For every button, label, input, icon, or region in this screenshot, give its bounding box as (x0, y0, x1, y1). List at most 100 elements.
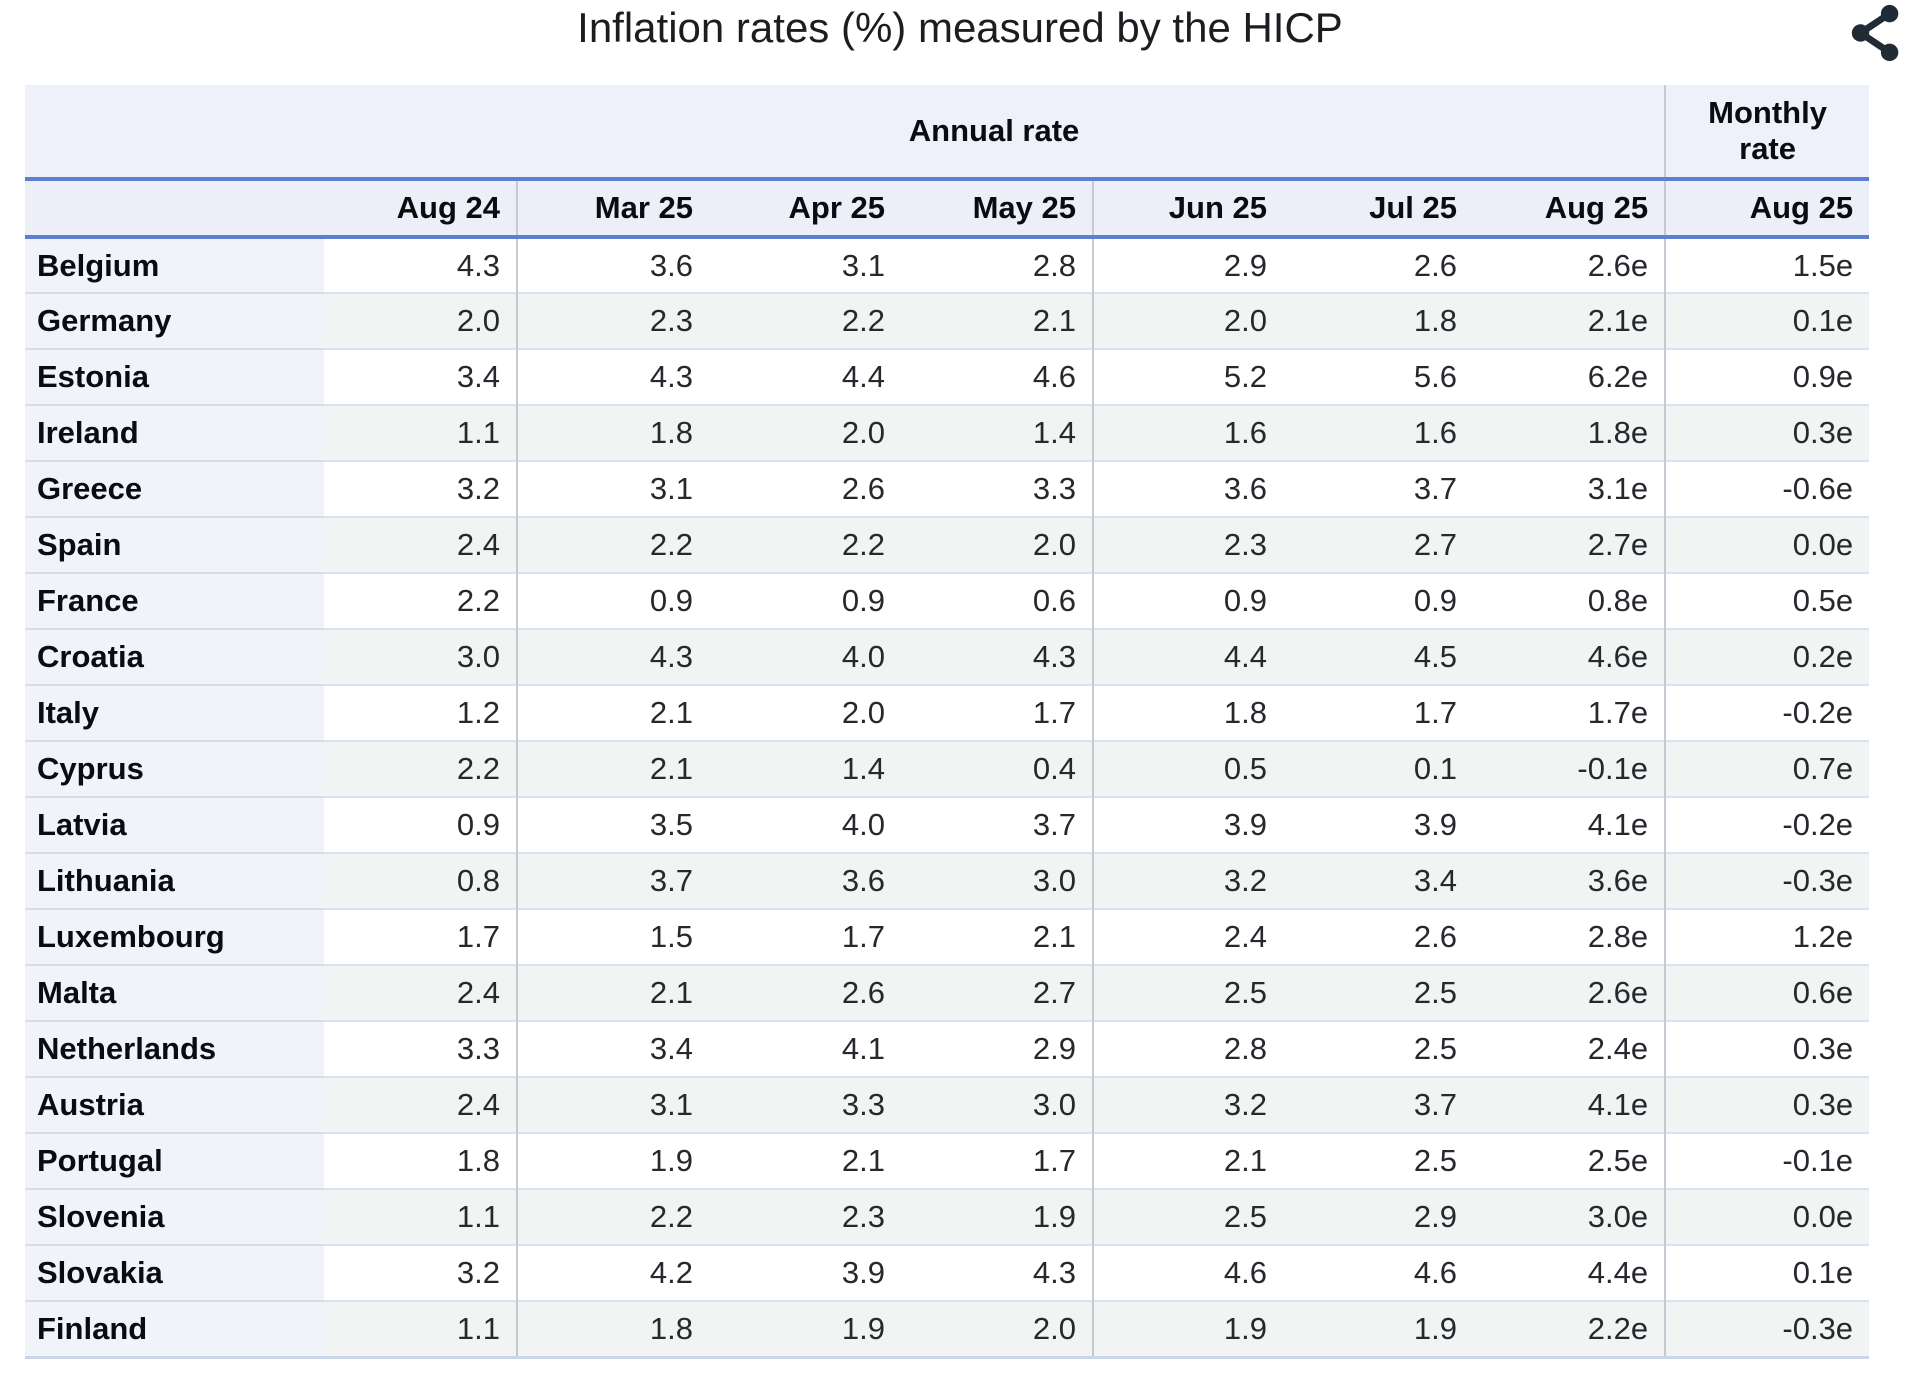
col-header-aug24: Aug 24 (324, 179, 518, 239)
country-label: Estonia (25, 348, 324, 405)
annual-rate-cell: 1.9 (517, 1132, 709, 1189)
annual-rate-cell: 3.6 (709, 852, 901, 909)
annual-rate-estimate-cell: 1.7e (1473, 684, 1667, 741)
annual-rate-cell: 1.1 (324, 404, 518, 461)
annual-rate-cell: 3.6 (1093, 460, 1283, 517)
country-blank-cell (25, 179, 324, 239)
annual-rate-cell: 2.3 (709, 1188, 901, 1245)
monthly-rate-cell: 0.9e (1665, 348, 1870, 405)
annual-rate-cell: 2.4 (1093, 908, 1283, 965)
table-row: Finland 1.1 1.8 1.9 2.0 1.9 1.9 2.2e -0.3e (25, 1300, 1870, 1359)
annual-rate-estimate-cell: 2.5e (1473, 1132, 1667, 1189)
monthly-rate-cell: 0.1e (1665, 1244, 1870, 1301)
annual-rate-cell: 1.7 (1283, 684, 1473, 741)
annual-rate-cell: 1.7 (324, 908, 518, 965)
country-label: Belgium (25, 237, 324, 293)
annual-rate-cell: 4.3 (517, 348, 709, 405)
annual-rate-cell: 3.9 (1283, 796, 1473, 853)
annual-rate-cell: 3.1 (517, 460, 709, 517)
annual-rate-cell: 2.0 (324, 292, 518, 349)
country-label: Finland (25, 1300, 324, 1359)
country-label: Cyprus (25, 740, 324, 797)
table-row: Cyprus 2.2 2.1 1.4 0.4 0.5 0.1 -0.1e 0.7e (25, 740, 1870, 797)
col-header-aug25-monthly: Aug 25 (1665, 179, 1870, 239)
monthly-rate-cell: -0.3e (1665, 1300, 1870, 1359)
annual-rate-cell: 2.9 (1283, 1188, 1473, 1245)
country-label: Luxembourg (25, 908, 324, 965)
annual-rate-cell: 1.8 (324, 1132, 518, 1189)
annual-rate-cell: 0.6 (901, 572, 1094, 629)
annual-rate-cell: 4.6 (1283, 1244, 1473, 1301)
monthly-rate-cell: 0.3e (1665, 404, 1870, 461)
monthly-rate-cell: 1.2e (1665, 908, 1870, 965)
annual-rate-estimate-cell: 3.6e (1473, 852, 1667, 909)
annual-rate-estimate-cell: 1.8e (1473, 404, 1667, 461)
country-label: Slovenia (25, 1188, 324, 1245)
country-label: Slovakia (25, 1244, 324, 1301)
annual-rate-cell: 2.2 (709, 292, 901, 349)
share-button[interactable] (1846, 2, 1908, 64)
annual-rate-cell: 4.3 (901, 1244, 1094, 1301)
annual-rate-cell: 2.1 (709, 1132, 901, 1189)
annual-rate-cell: 0.9 (324, 796, 518, 853)
table-row: Italy 1.2 2.1 2.0 1.7 1.8 1.7 1.7e -0.2e (25, 684, 1870, 741)
annual-rate-cell: 3.2 (324, 1244, 518, 1301)
annual-rate-cell: 1.1 (324, 1188, 518, 1245)
annual-rate-cell: 2.1 (517, 684, 709, 741)
annual-rate-cell: 4.3 (901, 628, 1094, 685)
table-row: Portugal 1.8 1.9 2.1 1.7 2.1 2.5 2.5e -0.1e (25, 1132, 1870, 1189)
table-row: France 2.2 0.9 0.9 0.6 0.9 0.9 0.8e 0.5e (25, 572, 1870, 629)
monthly-rate-cell: -0.1e (1665, 1132, 1870, 1189)
annual-rate-cell: 1.8 (1283, 292, 1473, 349)
annual-rate-cell: 1.8 (1093, 684, 1283, 741)
annual-rate-estimate-cell: 2.7e (1473, 516, 1667, 573)
annual-rate-cell: 2.4 (324, 1076, 518, 1133)
annual-rate-cell: 2.3 (517, 292, 709, 349)
annual-rate-cell: 1.8 (517, 404, 709, 461)
annual-rate-estimate-cell: 2.8e (1473, 908, 1667, 965)
annual-rate-estimate-cell: 3.1e (1473, 460, 1667, 517)
annual-rate-cell: 0.9 (1093, 572, 1283, 629)
annual-rate-cell: 1.5 (517, 908, 709, 965)
annual-rate-cell: 4.6 (1093, 1244, 1283, 1301)
table-row: Latvia 0.9 3.5 4.0 3.7 3.9 3.9 4.1e -0.2e (25, 796, 1870, 853)
annual-rate-cell: 2.6 (709, 964, 901, 1021)
table-row: Luxembourg 1.7 1.5 1.7 2.1 2.4 2.6 2.8e 1.2e (25, 908, 1870, 965)
annual-rate-cell: 4.5 (1283, 628, 1473, 685)
table-row: Austria 2.4 3.1 3.3 3.0 3.2 3.7 4.1e 0.3e (25, 1076, 1870, 1133)
annual-rate-cell: 2.1 (1093, 1132, 1283, 1189)
country-label: Ireland (25, 404, 324, 461)
annual-rate-cell: 3.7 (1283, 1076, 1473, 1133)
annual-rate-cell: 3.7 (1283, 460, 1473, 517)
country-label: Netherlands (25, 1020, 324, 1077)
country-label: Austria (25, 1076, 324, 1133)
annual-rate-cell: 1.7 (901, 684, 1094, 741)
table-row: Ireland 1.1 1.8 2.0 1.4 1.6 1.6 1.8e 0.3e (25, 404, 1870, 461)
annual-rate-cell: 2.3 (1093, 516, 1283, 573)
table-row: Slovakia 3.2 4.2 3.9 4.3 4.6 4.6 4.4e 0.1e (25, 1244, 1870, 1301)
annual-rate-cell: 3.4 (517, 1020, 709, 1077)
annual-rate-cell: 0.4 (901, 740, 1094, 797)
col-header-aug25-annual: Aug 25 (1473, 179, 1667, 239)
country-label: Portugal (25, 1132, 324, 1189)
annual-rate-cell: 5.6 (1283, 348, 1473, 405)
annual-rate-cell: 2.2 (324, 572, 518, 629)
annual-rate-cell: 1.4 (901, 404, 1094, 461)
monthly-rate-cell: -0.2e (1665, 796, 1870, 853)
country-label: Lithuania (25, 852, 324, 909)
annual-rate-cell: 4.4 (709, 348, 901, 405)
country-label: Croatia (25, 628, 324, 685)
annual-rate-estimate-cell: 0.8e (1473, 572, 1667, 629)
annual-rate-cell: 2.1 (901, 292, 1094, 349)
annual-rate-cell: 2.5 (1093, 964, 1283, 1021)
annual-rate-estimate-cell: 4.1e (1473, 796, 1667, 853)
col-header-may25: May 25 (901, 179, 1094, 239)
monthly-rate-cell: 0.1e (1665, 292, 1870, 349)
annual-rate-cell: 3.5 (517, 796, 709, 853)
table-row: Belgium 4.3 3.6 3.1 2.8 2.9 2.6 2.6e 1.5e (25, 237, 1870, 293)
annual-rate-cell: 3.2 (324, 460, 518, 517)
page-title: Inflation rates (%) measured by the HICP (577, 4, 1343, 51)
monthly-rate-cell: 1.5e (1665, 237, 1870, 293)
annual-rate-cell: 1.6 (1093, 404, 1283, 461)
